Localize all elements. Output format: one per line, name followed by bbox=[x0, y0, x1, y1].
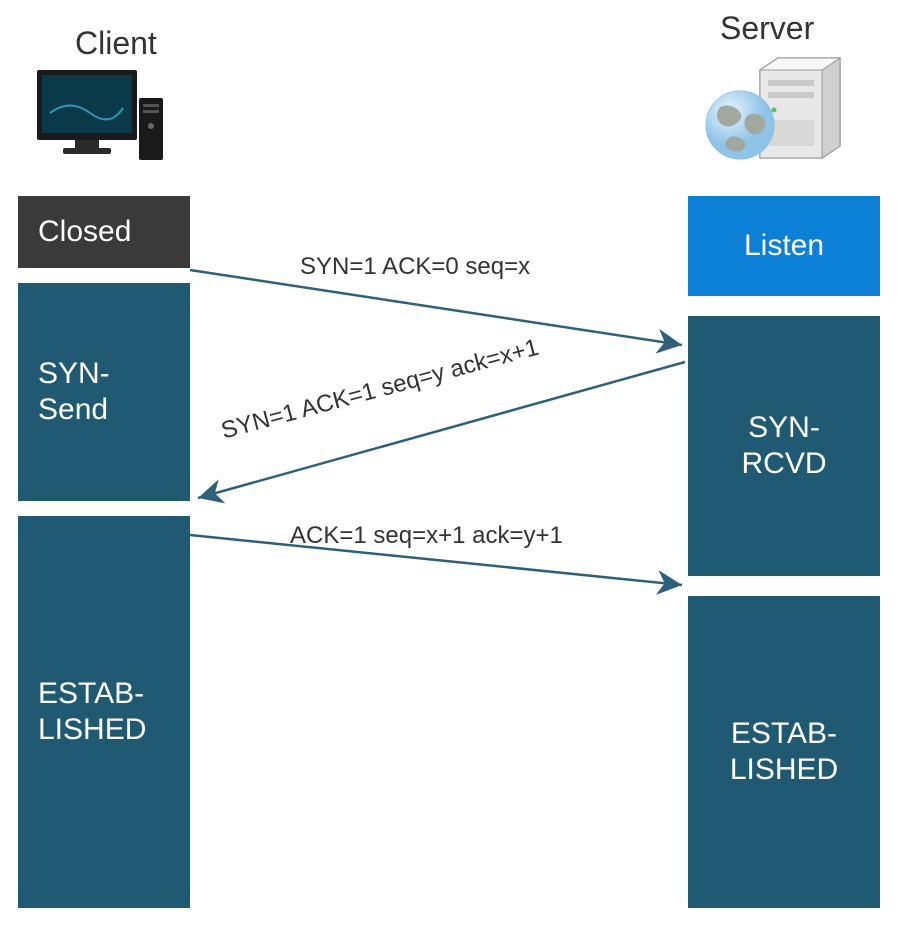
arrows-layer bbox=[0, 0, 906, 948]
arrow-label-ack: ACK=1 seq=x+1 ack=y+1 bbox=[290, 522, 563, 550]
arrow-syn bbox=[190, 270, 682, 345]
arrow-label-syn: SYN=1 ACK=0 seq=x bbox=[300, 253, 530, 281]
